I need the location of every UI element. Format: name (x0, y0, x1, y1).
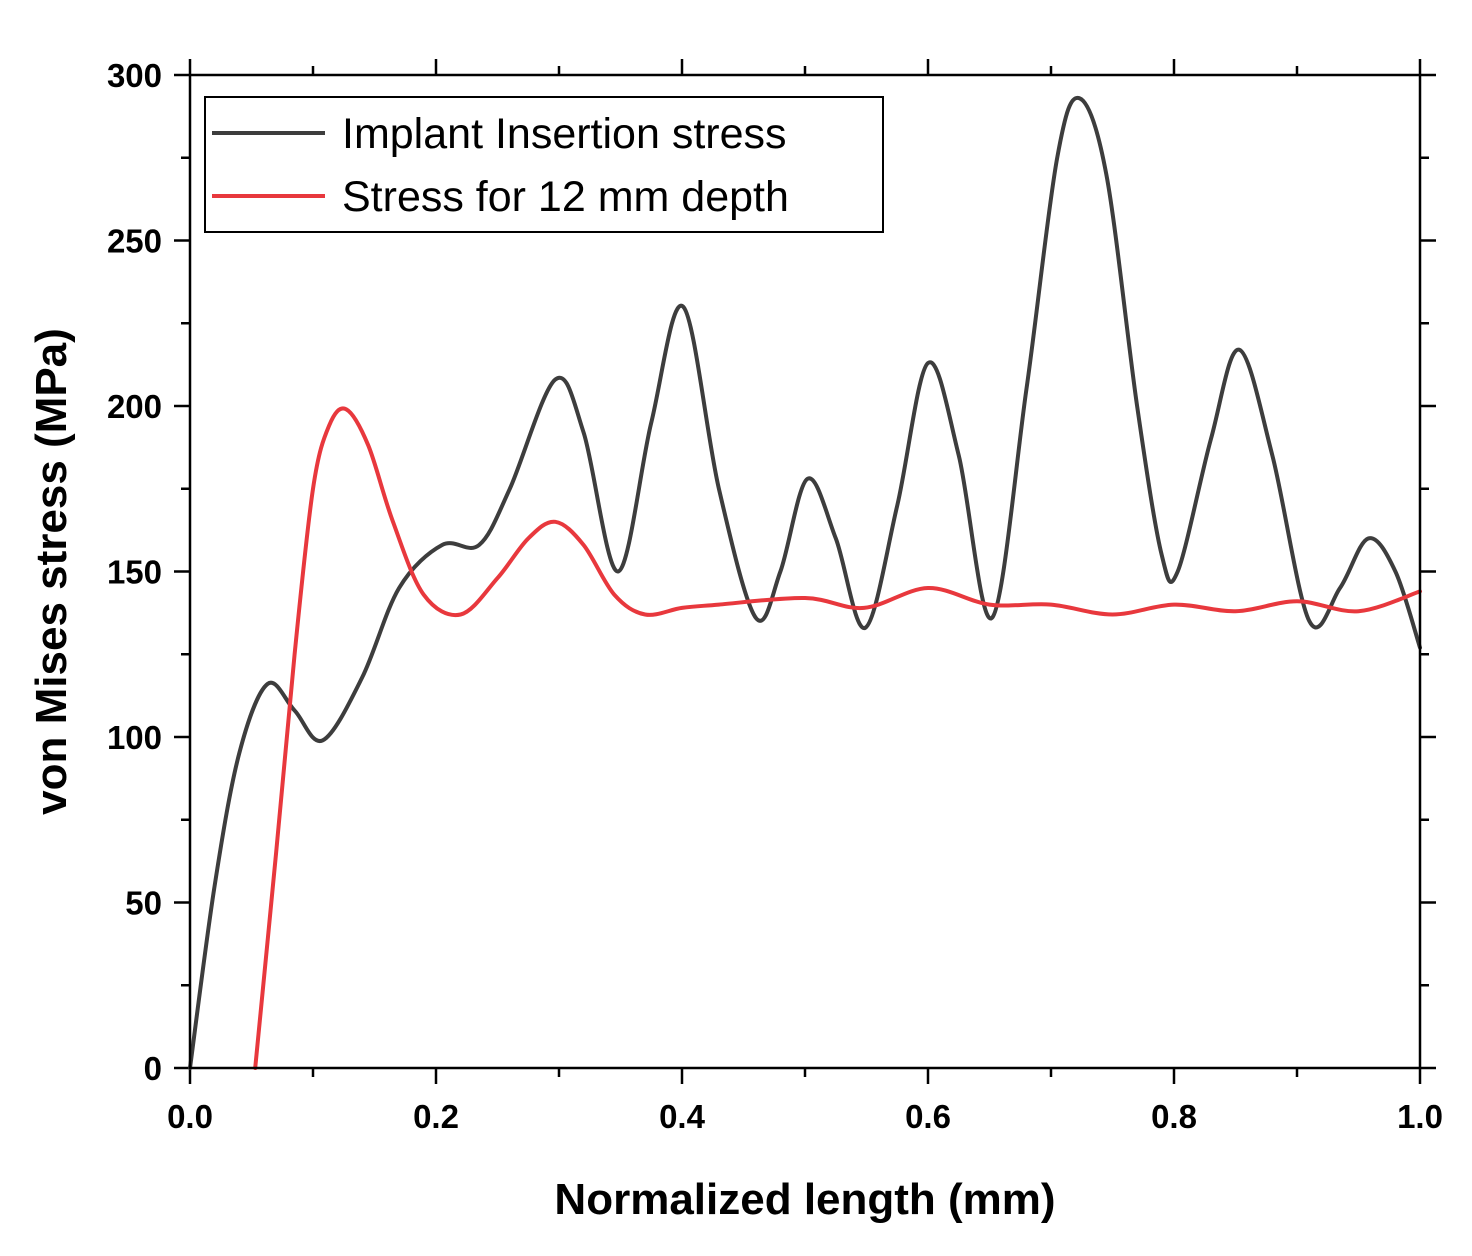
y-tick-labels: 0 50 100 150 200 250 300 (107, 57, 162, 1087)
y-axis-title: von Mises stress (MPa) (27, 328, 76, 815)
plot-frame (188, 73, 1422, 1070)
y-tick-label: 250 (107, 223, 162, 260)
legend-label-12mm-depth: Stress for 12 mm depth (342, 173, 789, 221)
axis-ticks (174, 59, 1436, 1084)
y-tick-label: 100 (107, 719, 162, 756)
x-tick-label: 0.6 (905, 1098, 951, 1135)
legend-box (204, 96, 884, 233)
y-tick-label: 150 (107, 554, 162, 591)
y-tick-label: 300 (107, 57, 162, 94)
x-tick-label: 1.0 (1397, 1098, 1443, 1135)
x-tick-label: 0.0 (167, 1098, 213, 1135)
legend: Implant Insertion stress Stress for 12 m… (204, 96, 884, 233)
x-tick-labels: 0.0 0.2 0.4 0.6 0.8 1.0 (167, 1098, 1443, 1135)
y-tick-label: 50 (125, 885, 162, 922)
y-tick-label: 200 (107, 388, 162, 425)
series-line-1 (253, 406, 1422, 1070)
series-lines (188, 95, 1422, 1070)
legend-label-implant-insertion: Implant Insertion stress (342, 110, 787, 158)
x-tick-label: 0.2 (413, 1098, 459, 1135)
x-axis-title: Normalized length (mm) (554, 1175, 1055, 1224)
series-line-0 (188, 95, 1422, 1070)
x-tick-label: 0.4 (659, 1098, 706, 1135)
x-tick-label: 0.8 (1151, 1098, 1197, 1135)
y-tick-label: 0 (144, 1050, 162, 1087)
